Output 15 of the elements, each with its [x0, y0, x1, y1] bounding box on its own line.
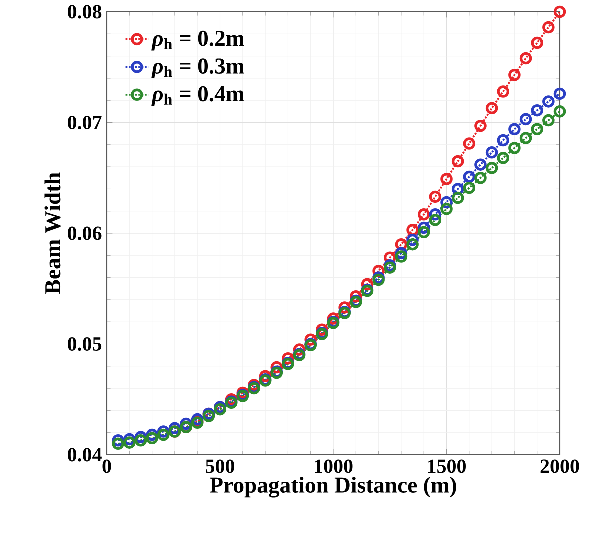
x-axis-title: Propagation Distance (m) — [210, 477, 456, 498]
y-tick-label: 0.06 — [68, 226, 102, 240]
y-tick-label: 0.05 — [68, 337, 102, 352]
y-tick-label: 0.08 — [68, 5, 102, 19]
x-tick-label: 2000 — [540, 460, 580, 474]
y-tick-label: 0.04 — [68, 448, 102, 462]
x-tick-label: 1000 — [315, 460, 353, 474]
legend-label: ρ$_{h}$ = 0.2m — [152, 30, 244, 51]
x-tick-label: 0 — [102, 460, 112, 474]
y-tick-label: 0.07 — [68, 116, 102, 130]
legend-label: ρ$_{h}$ = 0.3m — [152, 58, 244, 79]
x-tick-label: 500 — [206, 460, 234, 474]
legend-label: ρ$_{h}$ = 0.4m — [152, 86, 244, 106]
y-axis-title: Beam Width — [44, 172, 61, 294]
x-tick-label: 1500 — [428, 460, 466, 474]
